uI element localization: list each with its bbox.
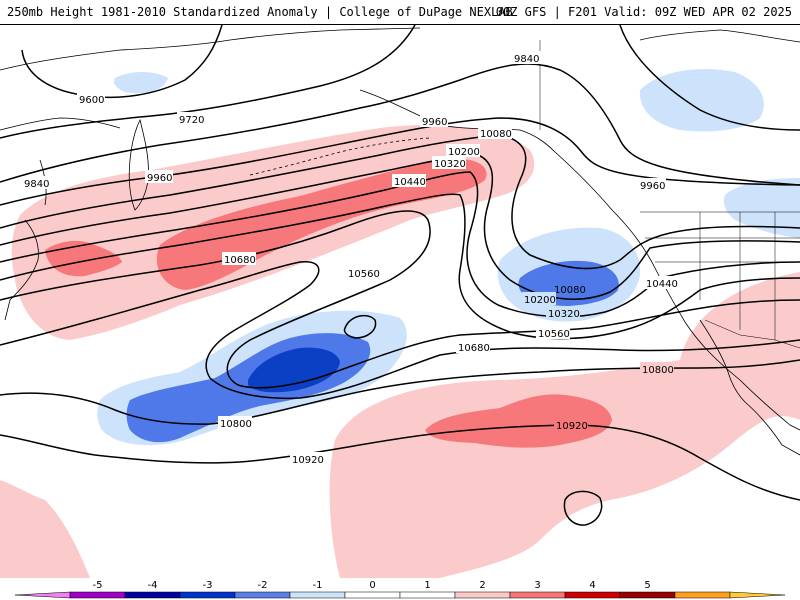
contour-label: 9840	[24, 179, 49, 190]
contour-label: 9960	[422, 117, 447, 128]
contour-labels: 9840 9600 9720 9960 10080 10200 10320 10…	[22, 51, 678, 466]
legend-tick-label: -5	[93, 580, 103, 591]
coastline-mexico	[744, 401, 800, 456]
model-run-info: 00Z GFS | F201 Valid: 09Z WED APR 02 202…	[495, 5, 792, 19]
contour-label: 10080	[480, 129, 512, 140]
height-contours	[0, 25, 800, 526]
contour-label: 10200	[448, 147, 480, 158]
coastline-okhotsk	[0, 117, 121, 131]
contour-small-ring-south	[563, 490, 603, 526]
legend-tick-label: 2	[479, 580, 485, 591]
contour-label: 10800	[220, 419, 252, 430]
contour-label: 9600	[79, 95, 104, 106]
legend-bin	[674, 591, 731, 599]
legend-tick-label: 5	[644, 580, 650, 591]
legend-bin	[234, 591, 291, 599]
contour-label: 9960	[640, 181, 665, 192]
coastlines	[0, 27, 800, 456]
map-title: 250mb Height 1981-2010 Standardized Anom…	[7, 5, 513, 19]
legend-tick-label: -3	[203, 580, 213, 591]
contour-10320	[0, 171, 800, 318]
legend-bin	[564, 591, 621, 599]
legend-tick-label: 0	[369, 580, 375, 591]
contour-label: 10680	[458, 343, 490, 354]
legend-bin	[619, 591, 676, 599]
contour-label: 9840	[514, 54, 539, 65]
contour-label: 10560	[348, 269, 380, 280]
color-legend: -5 -4 -3 -2 -1 0 1 2 3 4 5	[0, 578, 800, 600]
legend-bin	[729, 591, 786, 599]
contour-label: 10680	[224, 255, 256, 266]
positive-anomaly-southwest	[0, 480, 90, 578]
positive-anomaly-core-west	[45, 240, 122, 277]
contour-label: 10080	[554, 285, 586, 296]
coastline-aleutians	[249, 137, 431, 176]
legend-bin	[14, 591, 71, 599]
contour-10920	[0, 424, 800, 501]
border-us-mexico	[704, 319, 800, 349]
contour-label: 10200	[524, 295, 556, 306]
legend-tick-label: 3	[534, 580, 540, 591]
legend-bin	[344, 591, 401, 599]
contour-label: 9720	[179, 115, 204, 126]
contour-label: 10560	[538, 329, 570, 340]
contour-10440	[0, 193, 800, 340]
negative-anomaly-strong-central	[248, 347, 340, 393]
positive-anomaly-core-south	[425, 394, 612, 448]
contour-small-ring-central	[343, 314, 377, 339]
contour-10560	[0, 210, 800, 389]
legend-tick-label: -4	[148, 580, 158, 591]
contour-9840	[0, 63, 800, 186]
contour-9960	[0, 117, 800, 206]
legend-tick-label: -2	[258, 580, 268, 591]
contour-label: 10800	[642, 365, 674, 376]
contour-label: 10440	[394, 177, 426, 188]
contour-9600-east	[619, 25, 800, 131]
legend-ticks: -5 -4 -3 -2 -1 0 1 2 3 4 5	[93, 580, 651, 591]
legend-tick-label: 4	[589, 580, 595, 591]
coastline-japan	[4, 219, 39, 321]
contour-label: 10440	[646, 279, 678, 290]
legend-tick-label: -1	[313, 580, 323, 591]
legend-bin	[124, 591, 181, 599]
legend-bin	[179, 591, 236, 599]
anomaly-map: 9840 9600 9720 9960 10080 10200 10320 10…	[0, 25, 800, 578]
negative-anomaly-light-plains	[723, 178, 800, 238]
legend-tick-label: 1	[424, 580, 430, 591]
political-borders	[539, 40, 800, 349]
coastline-kamchatka	[128, 118, 149, 211]
legend-bin	[509, 591, 566, 599]
contour-label: 10320	[548, 309, 580, 320]
negative-anomaly-light-north	[113, 72, 168, 94]
legend-bin	[454, 591, 511, 599]
contour-10200	[0, 154, 800, 300]
contour-label: 10320	[434, 159, 466, 170]
contour-10800	[0, 359, 800, 425]
contour-9720	[0, 25, 416, 139]
legend-bins	[14, 591, 786, 599]
legend-bin	[289, 591, 346, 599]
contour-label: 10920	[556, 421, 588, 432]
contour-10680	[0, 261, 800, 400]
negative-anomaly-light-alberta	[639, 69, 764, 132]
contour-label: 10920	[292, 455, 324, 466]
coastline-siberia	[0, 27, 421, 71]
contour-label: 9960	[147, 173, 172, 184]
contour-9600-north	[21, 25, 223, 99]
legend-bin	[399, 591, 456, 599]
legend-bin	[69, 591, 126, 599]
map-header: 250mb Height 1981-2010 Standardized Anom…	[0, 0, 800, 25]
coastline-canada-lakes	[639, 29, 800, 43]
coastline-baja	[699, 319, 746, 403]
